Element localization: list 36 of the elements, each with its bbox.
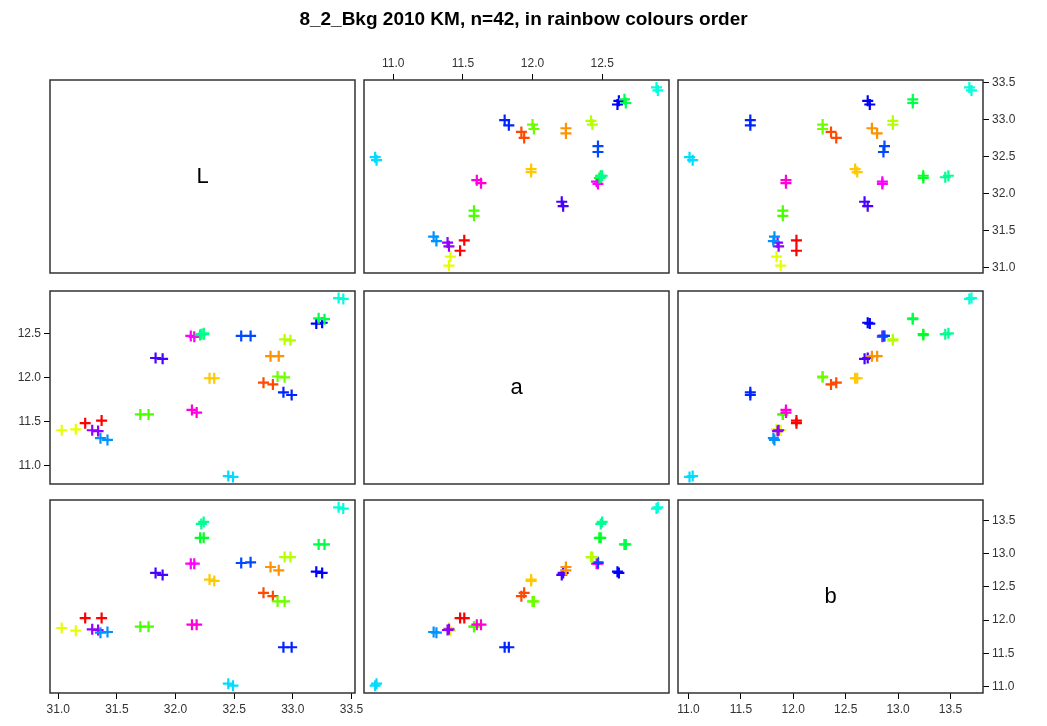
y-tick-label: 11.0	[18, 457, 42, 472]
y-tick-label: 11.5	[992, 645, 1015, 660]
x-tick-label: 11.5	[451, 56, 475, 71]
y-tick-label: 12.5	[992, 579, 1016, 594]
x-tick-label: 12.0	[520, 56, 545, 71]
y-tick-label: 12.0	[17, 369, 42, 384]
x-tick-label: 11.5	[729, 701, 753, 716]
y-tick-label: 31.5	[992, 223, 1016, 237]
text: 8_2_Bkg 2010 KM, n=42, in rainbow colours order	[298, 8, 749, 30]
y-tick-label: 31.0	[992, 260, 1016, 275]
x-tick-label: 13.5	[938, 701, 963, 716]
x-tick-label: 12.0	[781, 701, 806, 716]
x-tick-label: 33.0	[281, 701, 305, 716]
y-tick-label: 32.0	[992, 185, 1016, 200]
y-tick-label: 12.0	[992, 612, 1016, 627]
x-tick-label: 11.0	[677, 701, 701, 716]
text: L	[196, 162, 209, 188]
y-tick-label: 11.0	[992, 678, 1015, 693]
x-tick-label: 13.0	[886, 701, 911, 716]
y-tick-label: 12.5	[17, 325, 42, 340]
x-tick-label: 12.5	[590, 56, 615, 71]
x-tick-label: 31.0	[46, 701, 71, 716]
x-tick-label: 12.5	[834, 701, 858, 716]
x-tick-label: 32.0	[163, 701, 188, 716]
x-tick-label: 31.5	[105, 701, 129, 716]
y-tick-label: 33.0	[992, 111, 1016, 126]
y-tick-label: 11.5	[18, 413, 42, 428]
x-tick-label: 32.5	[222, 701, 247, 716]
y-tick-label: 13.0	[992, 546, 1016, 561]
text: a	[510, 373, 524, 399]
x-tick-label: 11.0	[382, 56, 405, 71]
annotation: b	[824, 582, 837, 608]
y-tick-label: 13.5	[992, 512, 1016, 527]
y-tick-label: 32.5	[992, 148, 1016, 163]
x-tick-label: 33.5	[339, 701, 364, 716]
y-tick-label: 33.5	[992, 74, 1016, 89]
